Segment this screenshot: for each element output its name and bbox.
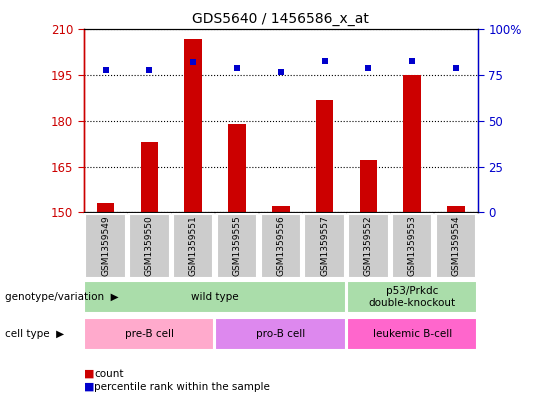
Bar	[228, 124, 246, 212]
Bar	[185, 39, 202, 212]
Text: GSM1359552: GSM1359552	[364, 215, 373, 276]
Text: GSM1359557: GSM1359557	[320, 215, 329, 276]
Text: genotype/variation  ▶: genotype/variation ▶	[5, 292, 119, 302]
Bar	[447, 206, 465, 212]
Text: GSM1359550: GSM1359550	[145, 215, 154, 276]
Text: pro-B cell: pro-B cell	[256, 329, 306, 339]
Text: percentile rank within the sample: percentile rank within the sample	[94, 382, 271, 392]
Bar	[85, 213, 126, 278]
Bar	[173, 213, 213, 278]
Text: GSM1359549: GSM1359549	[101, 215, 110, 276]
Text: pre-B cell: pre-B cell	[125, 329, 174, 339]
Bar	[360, 160, 377, 212]
Bar	[403, 75, 421, 212]
Bar	[97, 203, 114, 212]
Bar	[215, 318, 346, 350]
Bar	[392, 213, 433, 278]
Text: count: count	[94, 369, 124, 379]
Bar	[348, 213, 389, 278]
Text: p53/Prkdc
double-knockout: p53/Prkdc double-knockout	[369, 286, 456, 307]
Bar	[347, 318, 477, 350]
Bar	[84, 281, 346, 313]
Text: ■: ■	[84, 382, 98, 392]
Bar	[436, 213, 476, 278]
Bar	[217, 213, 257, 278]
Text: leukemic B-cell: leukemic B-cell	[373, 329, 452, 339]
Text: GSM1359556: GSM1359556	[276, 215, 285, 276]
Bar	[272, 206, 289, 212]
Text: wild type: wild type	[191, 292, 239, 302]
Bar	[305, 213, 345, 278]
Bar	[140, 142, 158, 212]
Text: ■: ■	[84, 369, 98, 379]
Text: GSM1359553: GSM1359553	[408, 215, 417, 276]
Text: GSM1359554: GSM1359554	[451, 215, 461, 276]
Bar	[261, 213, 301, 278]
Text: GSM1359555: GSM1359555	[233, 215, 241, 276]
Text: GSM1359551: GSM1359551	[188, 215, 198, 276]
Bar	[347, 281, 477, 313]
Bar	[129, 213, 170, 278]
Bar	[84, 318, 214, 350]
Text: cell type  ▶: cell type ▶	[5, 329, 64, 339]
Title: GDS5640 / 1456586_x_at: GDS5640 / 1456586_x_at	[192, 12, 369, 26]
Bar	[316, 99, 333, 212]
